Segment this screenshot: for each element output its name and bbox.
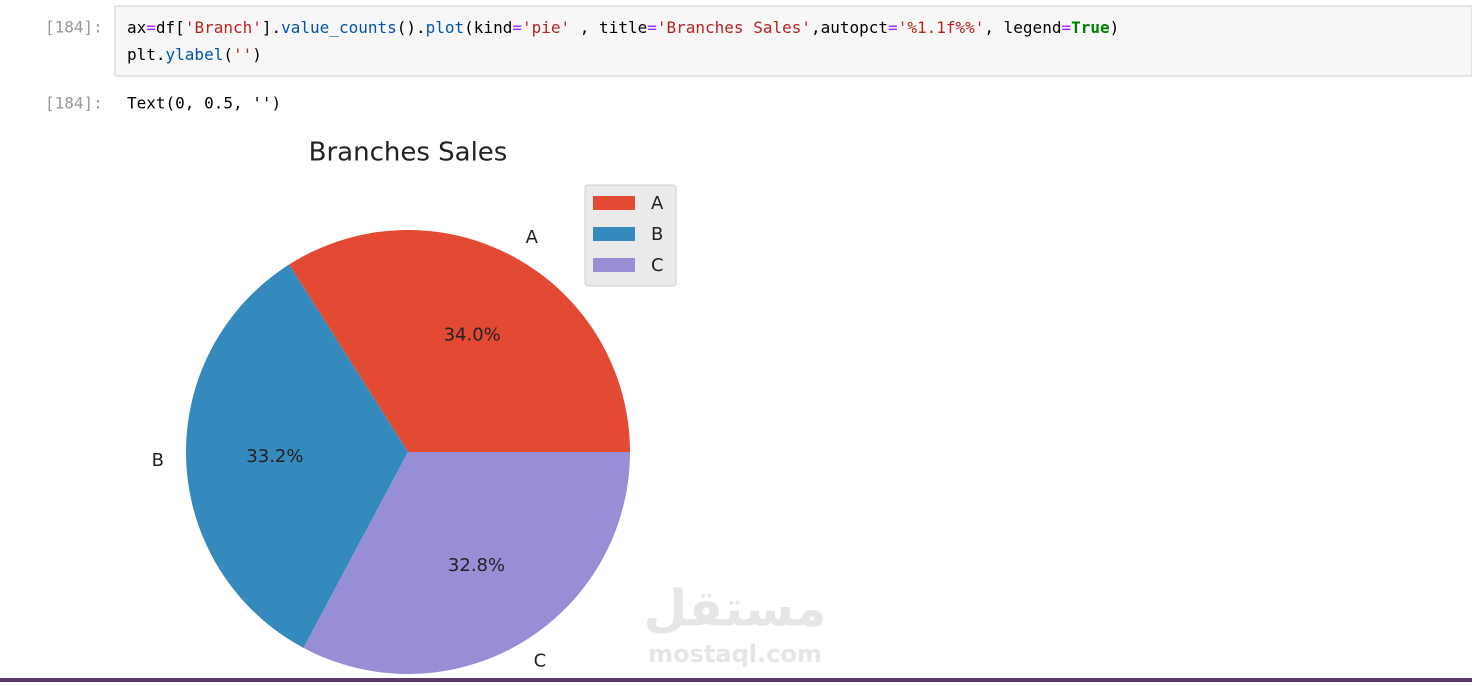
data-label: 32.8% <box>448 555 505 576</box>
code-line: plt.ylabel('') <box>127 45 262 64</box>
watermark: مستقل <box>644 580 827 638</box>
pie-slice <box>185 264 408 648</box>
code-token: 'pie' <box>522 18 570 37</box>
code-token: = <box>512 18 522 37</box>
legend-swatch <box>593 196 635 210</box>
chart-title: Branches Sales <box>309 138 508 168</box>
code-token: ) <box>1110 18 1120 37</box>
pie-slice <box>289 230 630 452</box>
code-token: plt. <box>127 45 166 64</box>
code-token: (). <box>397 18 426 37</box>
slice-label: A <box>526 227 539 248</box>
data-label: 34.0% <box>444 324 501 345</box>
legend-label: A <box>651 193 664 214</box>
code-token: ) <box>252 45 262 64</box>
legend-swatch <box>593 258 635 272</box>
input-prompt: [184]: <box>45 18 103 37</box>
code-cell[interactable] <box>114 5 1472 77</box>
code-token: ax <box>127 18 147 37</box>
legend-label: C <box>651 255 664 276</box>
legend-swatch <box>593 227 635 241</box>
output-text: Text(0, 0.5, '') <box>127 94 281 113</box>
code-token: df[ <box>156 18 185 37</box>
code-token: '%1.1f%%' <box>898 18 985 37</box>
code-token: value_counts <box>281 18 397 37</box>
slice-label: C <box>534 650 547 671</box>
code-token: ,autopct <box>811 18 888 37</box>
code-token: ]. <box>262 18 281 37</box>
data-label: 33.2% <box>246 446 303 467</box>
code-token: = <box>888 18 898 37</box>
code-token: True <box>1071 18 1110 37</box>
code-token: = <box>1061 18 1071 37</box>
output-prompt: [184]: <box>45 94 103 113</box>
legend-label: B <box>651 224 663 245</box>
code-token: , title <box>570 18 647 37</box>
code-line: ax=df['Branch'].value_counts().plot(kind… <box>127 18 1119 37</box>
code-token: 'Branches Sales' <box>657 18 811 37</box>
code-token: (kind <box>464 18 512 37</box>
watermark: mostaql.com <box>648 640 822 668</box>
code-token: ( <box>223 45 233 64</box>
slice-label: B <box>152 450 164 471</box>
bottom-bar <box>0 678 1472 682</box>
code-token: '' <box>233 45 252 64</box>
code-token: plot <box>426 18 465 37</box>
code-token: , legend <box>984 18 1061 37</box>
code-token: 'Branch' <box>185 18 262 37</box>
code-token: = <box>647 18 657 37</box>
code-token: ylabel <box>166 45 224 64</box>
code-token: = <box>146 18 156 37</box>
pie-slice <box>303 452 630 675</box>
